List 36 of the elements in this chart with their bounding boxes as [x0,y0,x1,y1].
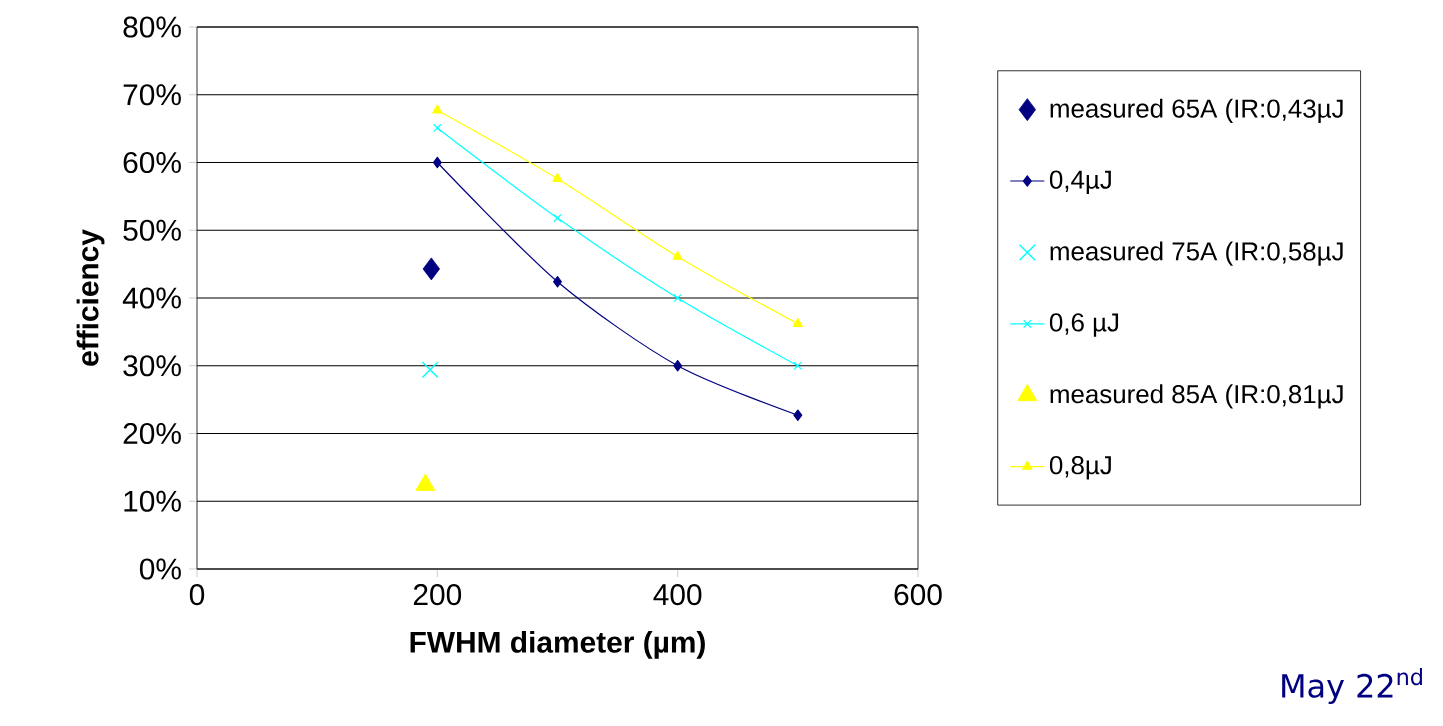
text: May 22$^{nd}$ [1282,667,1422,705]
point [672,250,683,260]
x-tick-label: 0 [189,584,205,606]
legend-label: measured 65A (IR:0,43µJ [1050,98,1343,123]
y-tick-label: 70% [123,84,181,106]
point [793,361,803,371]
legend-label: 0,6 µJ [1049,313,1119,337]
y-tick-label: 50% [123,219,181,241]
x-tick-label: 600 [894,584,942,606]
point [792,317,803,327]
point [553,213,562,223]
point [421,361,439,379]
point [432,104,443,114]
y-tick-label: 30% [123,355,181,377]
point [793,409,803,422]
point [673,293,682,303]
y-tick-label: 40% [122,287,181,309]
x-axis-title: FWHM diameter (µm) [410,630,705,659]
y-tick-label: 10% [124,490,181,512]
legend-label: measured 75A (IR:0,58µJ [1050,241,1343,266]
y-tick-label: 0% [139,558,181,580]
y-tick-label: 80% [123,16,181,38]
point [432,156,442,169]
legend-label: 0,4µJ [1049,170,1111,194]
y-tick-label: 20% [123,422,181,445]
point [422,257,440,281]
point [553,275,563,288]
y-axis-title: efficiency [76,229,105,366]
x-tick-label: 200 [413,584,462,606]
legend-label: measured 85A (IR:0,81µJ [1050,384,1343,409]
point [433,123,442,133]
point [673,359,683,372]
point [552,172,563,182]
y-tick-label: 60% [123,151,181,174]
x-tick-label: 400 [653,584,702,606]
legend-label: 0,8µJ [1049,456,1111,480]
